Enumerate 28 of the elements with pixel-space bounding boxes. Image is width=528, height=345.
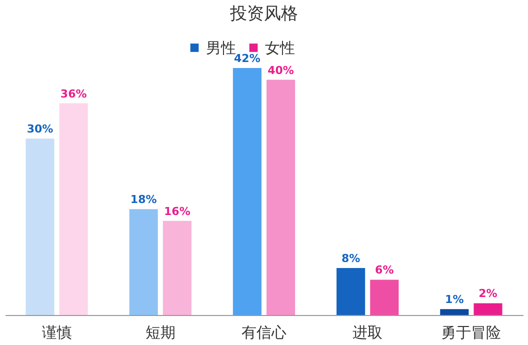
bar: [370, 280, 399, 315]
bar: [336, 268, 366, 315]
data-label: 1%: [445, 293, 464, 306]
data-label: 2%: [478, 287, 498, 300]
legend-label: 男性: [206, 38, 236, 57]
bar: [474, 303, 502, 315]
x-tick-label: 勇于冒险: [441, 324, 502, 342]
bar: [232, 68, 262, 315]
data-label: 18%: [130, 193, 157, 206]
data-label: 16%: [164, 204, 190, 218]
bar: [440, 309, 469, 315]
x-tick-label: 谨慎: [42, 324, 72, 342]
data-label: 40%: [268, 64, 294, 77]
data-label: 36%: [60, 87, 87, 100]
bar: [26, 138, 54, 315]
data-label: 42%: [234, 52, 260, 65]
data-label: 8%: [341, 252, 360, 265]
chart-title: 投资风格: [229, 4, 298, 24]
bar: [266, 80, 296, 315]
data-label: 30%: [26, 122, 54, 136]
bar: [162, 220, 192, 315]
x-tick-label: 有信心: [242, 324, 286, 342]
legend-label: 女性: [265, 38, 295, 57]
x-tick-label: 短期: [145, 324, 176, 342]
data-label: 6%: [375, 264, 394, 277]
bar: [59, 103, 88, 315]
bar: [129, 209, 158, 315]
x-tick-label: 进取: [352, 324, 383, 342]
